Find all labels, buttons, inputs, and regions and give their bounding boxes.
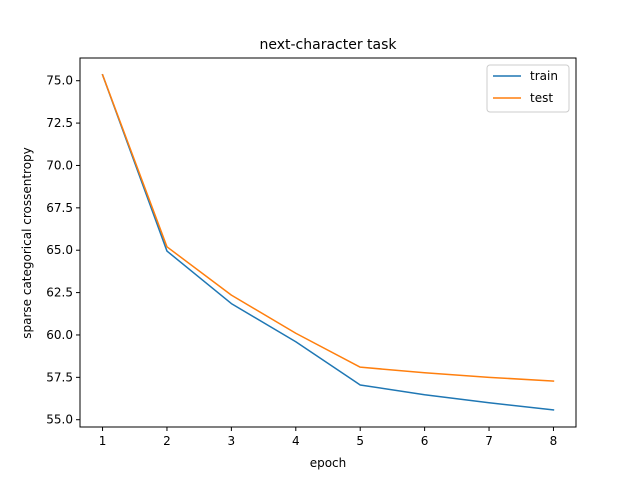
series-line-train	[101, 73, 555, 411]
legend-label-test: test	[530, 91, 553, 105]
y-tick-label: 55.0	[46, 413, 73, 427]
x-axis: 1 2 3 4 5 6 7 8	[99, 427, 558, 448]
y-tick-label: 60.0	[46, 328, 73, 342]
y-tick-label: 65.0	[46, 243, 73, 257]
x-tick-label: 1	[99, 434, 107, 448]
legend: train test	[486, 64, 570, 113]
y-tick-label: 75.0	[46, 74, 73, 88]
y-tick-label: 70.0	[46, 158, 73, 172]
x-tick-label: 2	[163, 434, 171, 448]
x-tick-label: 3	[228, 434, 236, 448]
legend-label-train: train	[530, 69, 558, 83]
x-axis-label: epoch	[310, 456, 347, 470]
axes-frame	[79, 57, 577, 428]
x-tick-label: 8	[550, 434, 558, 448]
series-line-test	[101, 73, 555, 382]
x-tick-label: 7	[485, 434, 493, 448]
y-tick-label: 62.5	[46, 286, 73, 300]
series-lines	[101, 73, 555, 411]
y-tick-label: 57.5	[46, 370, 73, 384]
y-axis-label: sparse categorical crossentropy	[20, 147, 34, 339]
y-tick-label: 72.5	[46, 116, 73, 130]
x-tick-label: 5	[356, 434, 364, 448]
chart-title: next-character task	[259, 37, 397, 53]
x-tick-label: 4	[292, 434, 300, 448]
x-tick-label: 6	[421, 434, 429, 448]
y-axis: 55.0 57.5 60.0 62.5 65.0 67.5 70.0 72.5 75.0	[46, 74, 80, 427]
y-tick-label: 67.5	[46, 201, 73, 215]
